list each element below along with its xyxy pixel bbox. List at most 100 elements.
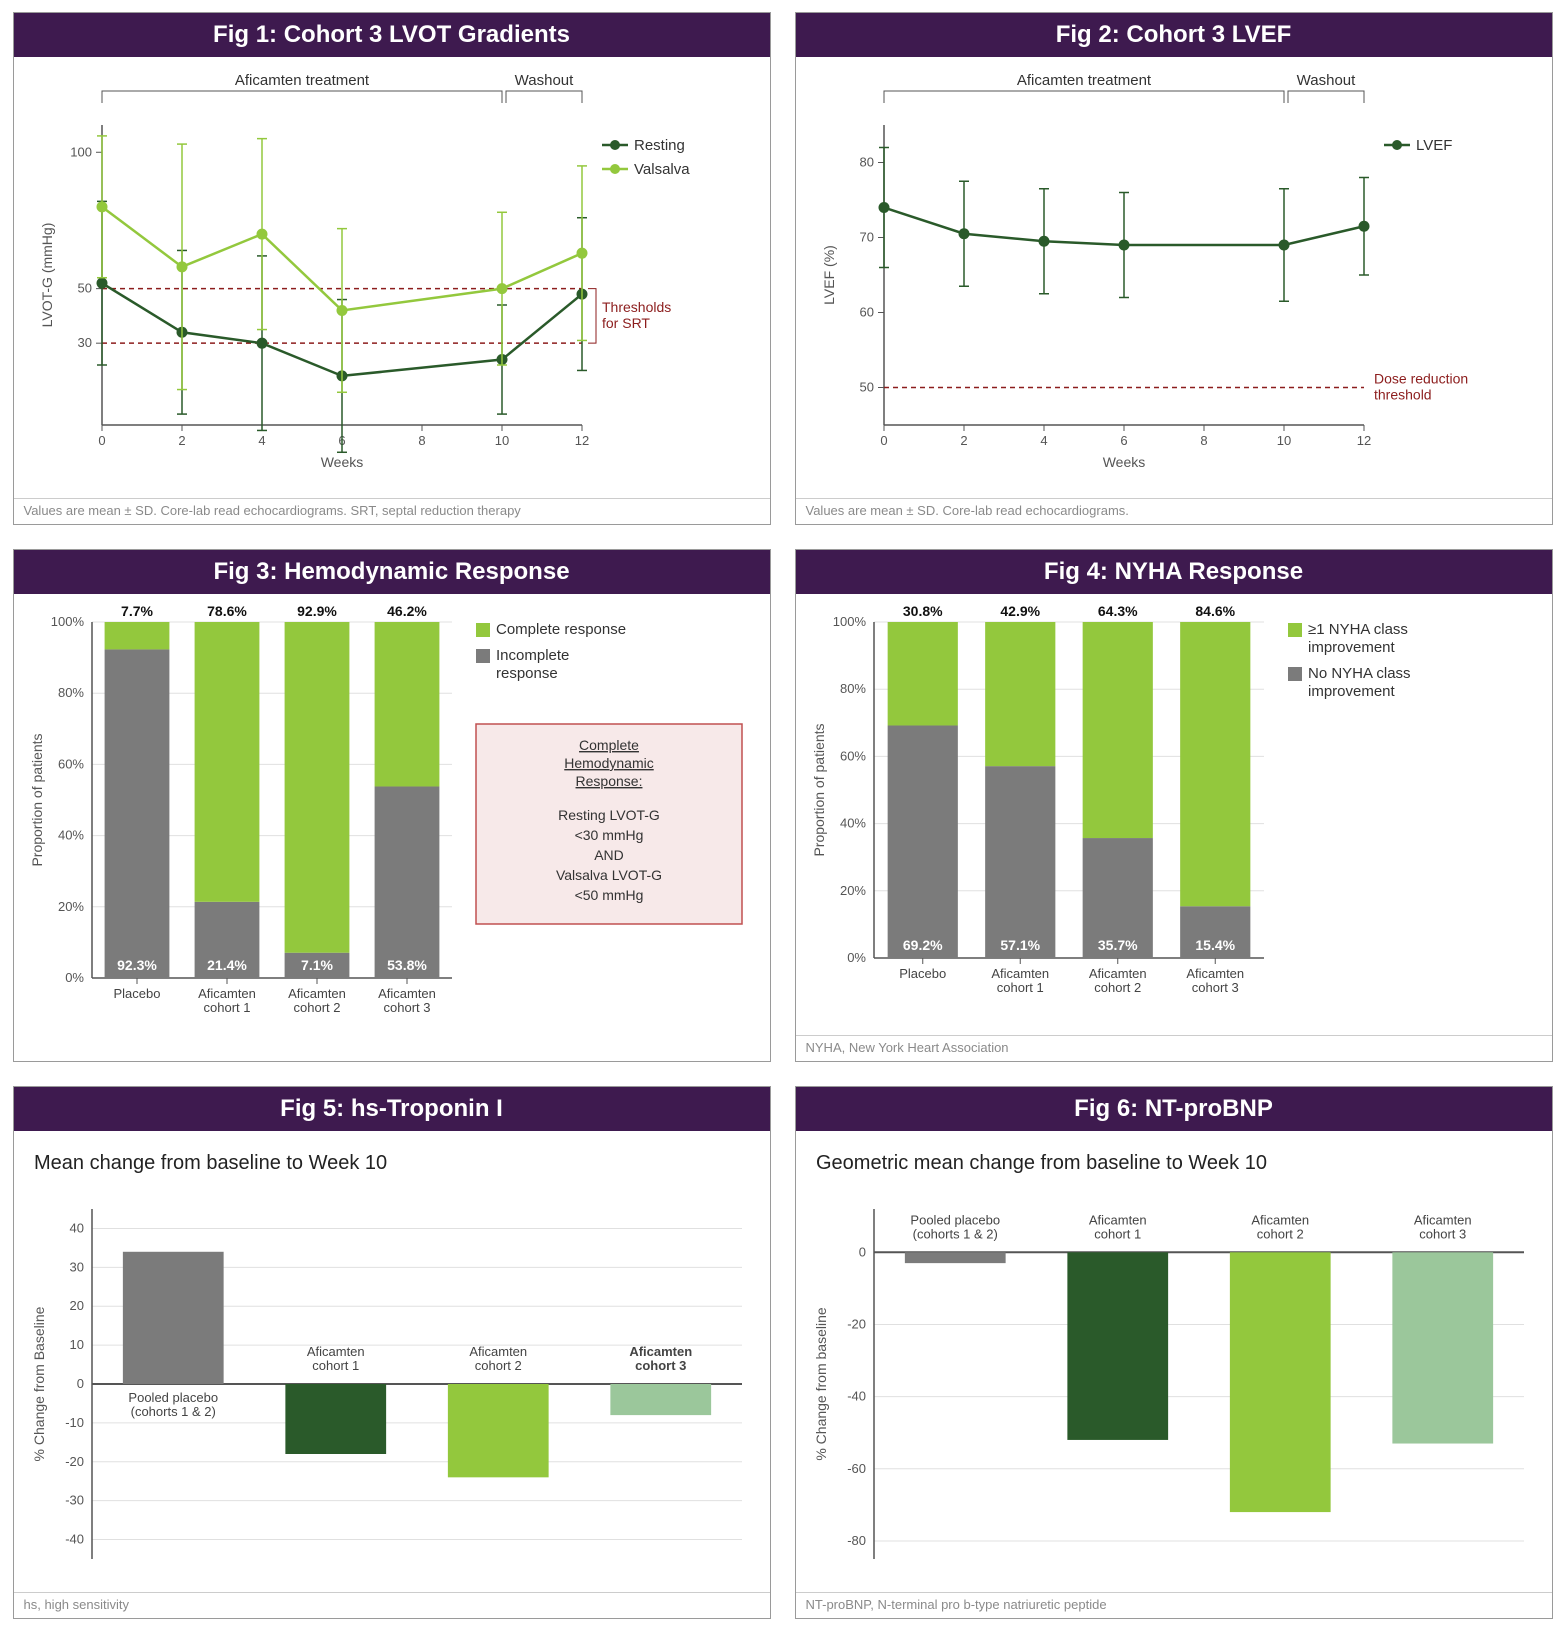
fig5-panel: Fig 5: hs-Troponin I Mean change from ba… (13, 1086, 771, 1619)
fig2-panel: Fig 2: Cohort 3 LVEF Aficamten treatment… (795, 12, 1553, 525)
svg-text:Dose reductionthreshold: Dose reductionthreshold (1374, 371, 1468, 403)
svg-text:10: 10 (494, 433, 508, 448)
fig4-title: Fig 4: NYHA Response (796, 550, 1552, 594)
svg-text:35.7%: 35.7% (1097, 937, 1137, 953)
svg-text:-40: -40 (65, 1532, 84, 1547)
svg-text:Resting: Resting (634, 137, 685, 154)
svg-text:60%: 60% (839, 748, 865, 763)
svg-text:Weeks: Weeks (1102, 454, 1145, 470)
svg-text:78.6%: 78.6% (207, 603, 247, 619)
svg-text:Proportion of patients: Proportion of patients (29, 733, 45, 866)
svg-text:Pooled placebo(cohorts 1 & 2): Pooled placebo(cohorts 1 & 2) (910, 1212, 1000, 1241)
svg-text:80: 80 (859, 155, 873, 170)
svg-text:LVEF: LVEF (1416, 137, 1452, 154)
svg-text:10: 10 (1276, 433, 1290, 448)
fig3-chart: 0%20%40%60%80%100%Proportion of patients… (22, 602, 762, 1042)
fig5-title: Fig 5: hs-Troponin I (14, 1087, 770, 1131)
svg-text:Aficamtencohort 2: Aficamtencohort 2 (1251, 1212, 1309, 1241)
fig3-body: 0%20%40%60%80%100%Proportion of patients… (14, 594, 770, 1061)
fig5-footnote: hs, high sensitivity (14, 1592, 770, 1618)
svg-text:≥1 NYHA classimprovement: ≥1 NYHA classimprovement (1308, 621, 1408, 656)
svg-text:12: 12 (574, 433, 588, 448)
svg-text:4: 4 (1040, 433, 1047, 448)
svg-text:20: 20 (69, 1298, 83, 1313)
svg-text:46.2%: 46.2% (387, 603, 427, 619)
svg-text:2: 2 (178, 433, 185, 448)
fig5-chart: Mean change from baseline to Week 10-40-… (22, 1139, 762, 1579)
svg-text:64.3%: 64.3% (1097, 603, 1137, 619)
svg-text:70: 70 (859, 230, 873, 245)
svg-text:2: 2 (960, 433, 967, 448)
svg-text:8: 8 (1200, 433, 1207, 448)
svg-text:50: 50 (859, 380, 873, 395)
svg-text:-60: -60 (847, 1461, 866, 1476)
svg-text:12: 12 (1356, 433, 1370, 448)
svg-text:21.4%: 21.4% (207, 957, 247, 973)
svg-text:Geometric mean change from bas: Geometric mean change from baseline to W… (816, 1152, 1267, 1174)
fig1-chart: Aficamten treatmentWashout024681012Weeks… (22, 65, 762, 485)
fig3-panel: Fig 3: Hemodynamic Response 0%20%40%60%8… (13, 549, 771, 1062)
fig4-footnote: NYHA, New York Heart Association (796, 1035, 1552, 1061)
svg-text:50: 50 (77, 281, 91, 296)
svg-text:Thresholdsfor SRT: Thresholdsfor SRT (602, 299, 671, 331)
svg-text:80%: 80% (57, 685, 83, 700)
svg-text:84.6%: 84.6% (1195, 603, 1235, 619)
svg-text:0%: 0% (847, 950, 866, 965)
svg-text:% Change from baseline: % Change from baseline (813, 1307, 829, 1461)
svg-text:0: 0 (98, 433, 105, 448)
svg-text:7.1%: 7.1% (301, 957, 333, 973)
svg-text:53.8%: 53.8% (387, 957, 427, 973)
svg-text:4: 4 (258, 433, 265, 448)
svg-text:Aficamten treatment: Aficamten treatment (234, 72, 369, 89)
svg-text:Aficamtencohort 2: Aficamtencohort 2 (469, 1344, 527, 1373)
svg-text:40%: 40% (57, 828, 83, 843)
svg-text:Aficamtencohort 3: Aficamtencohort 3 (1413, 1212, 1471, 1241)
svg-text:0: 0 (880, 433, 887, 448)
svg-text:Aficamtencohort 3: Aficamtencohort 3 (1186, 966, 1244, 995)
svg-text:8: 8 (418, 433, 425, 448)
svg-text:57.1%: 57.1% (1000, 937, 1040, 953)
fig3-title: Fig 3: Hemodynamic Response (14, 550, 770, 594)
fig2-footnote: Values are mean ± SD. Core-lab read echo… (796, 498, 1552, 524)
svg-text:69.2%: 69.2% (902, 937, 942, 953)
svg-text:Aficamtencohort 3: Aficamtencohort 3 (378, 986, 436, 1015)
svg-text:-40: -40 (847, 1389, 866, 1404)
svg-text:30: 30 (69, 1259, 83, 1274)
svg-text:40: 40 (69, 1220, 83, 1235)
svg-text:100%: 100% (832, 614, 866, 629)
svg-text:Mean change from baseline to W: Mean change from baseline to Week 10 (34, 1152, 387, 1174)
svg-text:Weeks: Weeks (320, 454, 363, 470)
svg-text:Aficamtencohort 1: Aficamtencohort 1 (198, 986, 256, 1015)
svg-text:Aficamtencohort 1: Aficamtencohort 1 (991, 966, 1049, 995)
svg-text:-80: -80 (847, 1533, 866, 1548)
svg-text:6: 6 (1120, 433, 1127, 448)
svg-text:Washout: Washout (514, 72, 573, 89)
svg-text:LVOT-G (mmHg): LVOT-G (mmHg) (39, 223, 55, 328)
fig2-chart: Aficamten treatmentWashout024681012Weeks… (804, 65, 1544, 485)
svg-text:15.4%: 15.4% (1195, 937, 1235, 953)
fig1-body: Aficamten treatmentWashout024681012Weeks… (14, 57, 770, 498)
svg-text:42.9%: 42.9% (1000, 603, 1040, 619)
svg-text:100: 100 (70, 144, 92, 159)
svg-text:0: 0 (858, 1244, 865, 1259)
svg-text:7.7%: 7.7% (121, 603, 153, 619)
svg-text:92.3%: 92.3% (117, 957, 157, 973)
svg-text:Aficamtencohort 2: Aficamtencohort 2 (288, 986, 346, 1015)
svg-text:Aficamtencohort 1: Aficamtencohort 1 (1088, 1212, 1146, 1241)
fig1-footnote: Values are mean ± SD. Core-lab read echo… (14, 498, 770, 524)
svg-text:60%: 60% (57, 756, 83, 771)
svg-text:Aficamten treatment: Aficamten treatment (1016, 72, 1151, 89)
svg-text:No NYHA classimprovement: No NYHA classimprovement (1308, 665, 1411, 700)
svg-text:60: 60 (859, 305, 873, 320)
svg-text:Valsalva: Valsalva (634, 161, 690, 178)
svg-text:Placebo: Placebo (113, 986, 160, 1001)
svg-text:10: 10 (69, 1337, 83, 1352)
svg-text:Aficamtencohort 3: Aficamtencohort 3 (629, 1344, 692, 1373)
svg-text:20%: 20% (839, 883, 865, 898)
svg-text:Placebo: Placebo (899, 966, 946, 981)
svg-text:0%: 0% (65, 970, 84, 985)
svg-text:40%: 40% (839, 816, 865, 831)
svg-text:Proportion of patients: Proportion of patients (811, 723, 827, 856)
svg-text:% Change from Baseline: % Change from Baseline (31, 1306, 47, 1461)
fig6-body: Geometric mean change from baseline to W… (796, 1131, 1552, 1592)
